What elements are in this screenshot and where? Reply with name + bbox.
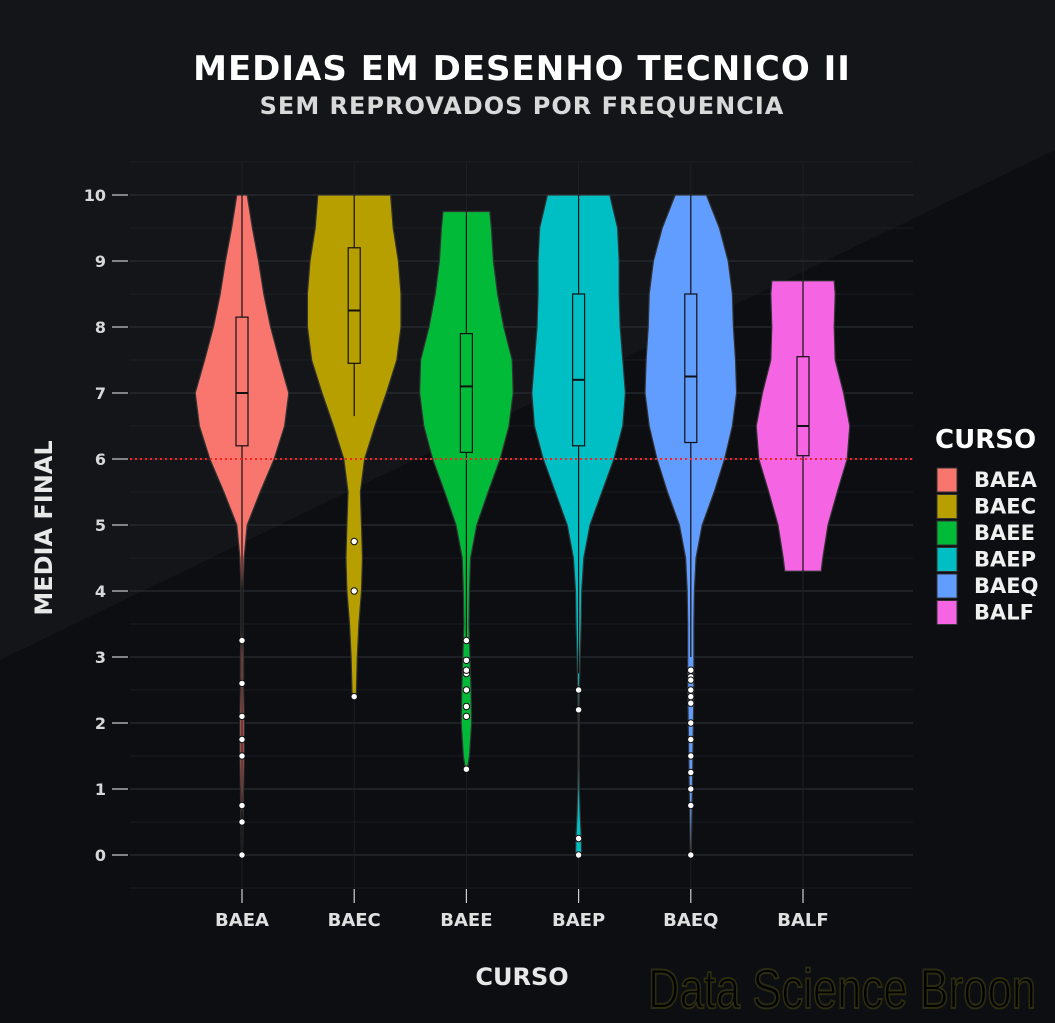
outlier-point [238, 712, 246, 721]
outlier-point [687, 768, 695, 777]
violin-baec [306, 194, 402, 701]
y-axis-title: MEDIA FINAL [30, 440, 58, 615]
outlier-point [687, 676, 695, 684]
x-tick-label: BAEP [552, 910, 605, 931]
violin-baeq [644, 194, 738, 859]
outlier-point [687, 699, 695, 707]
y-tick-label: 1 [95, 780, 106, 799]
legend-title: CURSO [935, 425, 1036, 455]
outlier-point [687, 735, 695, 744]
outlier-point [574, 706, 583, 714]
legend-label: BAEE [974, 521, 1035, 545]
legend-swatch [936, 520, 958, 546]
violin-baea [194, 194, 290, 859]
outlier-point [687, 692, 695, 701]
box [347, 247, 361, 364]
x-axis: BAEA BAEC BAEE BAEP BAEQ BALF [215, 889, 829, 931]
outlier-point [687, 752, 695, 760]
box [235, 316, 249, 447]
x-tick-label: BAEE [440, 910, 492, 931]
y-tick-label: 0 [95, 846, 106, 865]
outlier-point [687, 719, 695, 727]
outlier-point [687, 785, 695, 793]
violin-baep [531, 194, 627, 859]
legend-swatch [936, 494, 958, 519]
y-tick-label: 10 [84, 186, 106, 205]
legend-label: BAEP [974, 548, 1036, 572]
legend-label: BAEQ [974, 574, 1038, 598]
outlier-point [350, 537, 358, 546]
violin-shape [306, 194, 402, 698]
outlier-point [350, 587, 358, 595]
outlier-point [350, 692, 358, 701]
outlier-point [238, 752, 246, 760]
x-tick-label: BAEA [215, 910, 269, 931]
legend-swatch [936, 600, 958, 625]
outlier-point [687, 801, 695, 810]
legend-swatch [936, 467, 958, 493]
outlier-point [574, 686, 583, 694]
violin-balf [755, 280, 851, 572]
violins [194, 194, 851, 859]
outlier-point [238, 801, 246, 810]
legend-swatch [936, 547, 958, 572]
outlier-point [238, 679, 246, 688]
outlier-point [238, 636, 246, 645]
x-tick-label: BAEQ [663, 910, 718, 931]
outlier-point [574, 851, 583, 859]
y-tick-label: 8 [95, 318, 106, 337]
chart-title: MEDIAS EM DESENHO TECNICO II [193, 49, 851, 89]
y-tick-label: 3 [95, 648, 106, 667]
y-tick-label: 9 [95, 252, 106, 271]
outlier-point [238, 818, 246, 826]
background-shade [0, 0, 1055, 660]
outlier-point [462, 636, 471, 645]
box [796, 356, 810, 457]
outlier-point [462, 656, 471, 664]
y-tick-label: 2 [95, 714, 106, 733]
y-axis: 0 1 2 3 4 5 6 7 8 9 10 [84, 186, 128, 865]
box [684, 293, 698, 444]
box [571, 293, 586, 447]
outlier-point [462, 666, 471, 674]
x-tick-label: BAEC [328, 910, 381, 931]
outlier-point [687, 851, 695, 859]
outlier-point [462, 702, 471, 711]
y-tick-label: 5 [95, 516, 106, 535]
outlier-point [462, 765, 471, 773]
x-axis-title: CURSO [475, 963, 568, 991]
x-tick-label: BALF [777, 910, 828, 931]
legend-label: BAEA [974, 468, 1038, 492]
legend-swatch [936, 573, 958, 599]
box [459, 333, 473, 454]
watermark: Data Science Broon [648, 957, 1036, 1020]
outlier-point [462, 686, 471, 694]
outlier-point [687, 686, 695, 694]
y-tick-label: 6 [95, 450, 106, 469]
outlier-point [462, 712, 471, 721]
violin-baee [418, 210, 514, 773]
y-tick-label: 7 [95, 384, 106, 403]
legend-label: BAEC [974, 495, 1036, 519]
outlier-point [238, 735, 246, 744]
y-tick-label: 4 [95, 582, 106, 601]
chart-subtitle: SEM REPROVADOS POR FREQUENCIA [260, 92, 785, 120]
outlier-point [238, 851, 246, 859]
legend-label: BALF [974, 601, 1034, 625]
outlier-point [687, 666, 695, 674]
outlier-point [574, 834, 583, 843]
